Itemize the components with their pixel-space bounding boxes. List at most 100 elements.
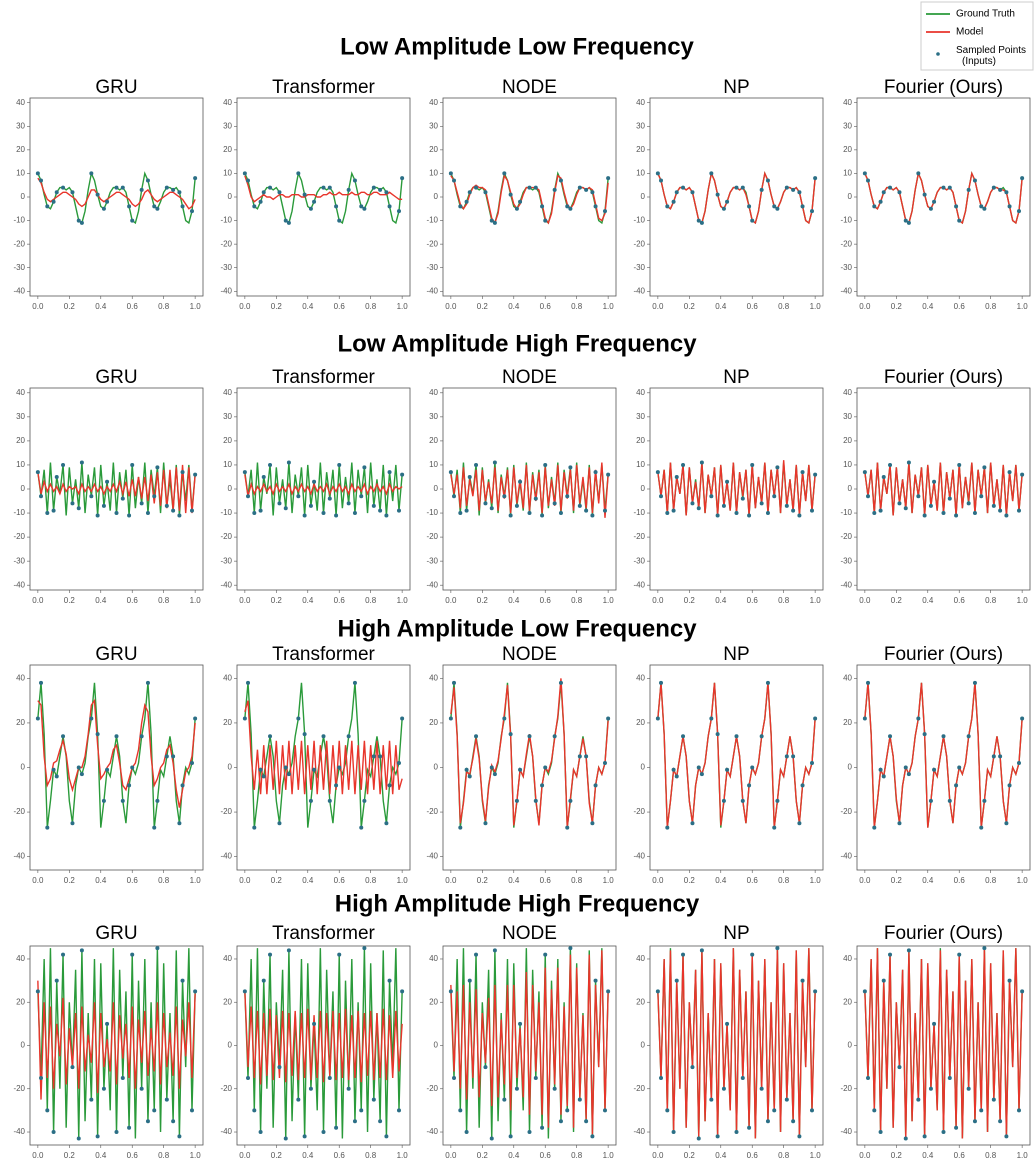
sampled-point (797, 190, 802, 195)
row-title: Low Amplitude Low Frequency (340, 33, 694, 60)
y-tick-label: -20 (426, 239, 438, 248)
y-tick-label: 0 (21, 192, 26, 201)
y-tick-label: -40 (13, 1127, 25, 1136)
sampled-point (286, 460, 291, 465)
x-tick-label: 0.4 (508, 302, 520, 311)
sampled-point (747, 1125, 752, 1130)
x-tick-label: 1.0 (810, 596, 822, 605)
y-tick-label: -20 (220, 532, 232, 541)
sampled-point (721, 503, 726, 508)
x-tick-label: 0.4 (922, 876, 934, 885)
sampled-point (352, 178, 357, 183)
x-tick-label: 0.6 (747, 876, 759, 885)
x-tick-label: 0.0 (652, 302, 664, 311)
sampled-point (813, 472, 818, 477)
sampled-point (1020, 716, 1025, 721)
sampled-point (655, 171, 660, 176)
sampled-point (114, 511, 119, 516)
model-line (244, 474, 403, 497)
sampled-point (947, 798, 952, 803)
sampled-point (709, 171, 714, 176)
y-tick-label: 40 (636, 673, 645, 682)
y-tick-label: 0 (641, 763, 646, 772)
sampled-point (337, 952, 342, 957)
y-tick-label: 40 (223, 388, 232, 397)
sampled-point (492, 948, 497, 953)
sampled-point (659, 1075, 664, 1080)
panel-title: Transformer (272, 77, 375, 98)
x-tick-label: 0.4 (302, 876, 314, 885)
sampled-point (1016, 209, 1021, 214)
sampled-point (114, 185, 119, 190)
model-line (244, 991, 403, 1085)
row-title: High Amplitude Low Frequency (337, 615, 697, 642)
sampled-point (400, 989, 405, 994)
x-tick-label: 0.2 (891, 596, 903, 605)
y-tick-label: 0 (641, 1041, 646, 1050)
sampled-point (606, 716, 611, 721)
sampled-point (568, 465, 573, 470)
sampled-point (715, 513, 720, 518)
sampled-point (302, 192, 307, 197)
x-tick-label: 0.4 (922, 1151, 934, 1160)
x-tick-label: 0.0 (239, 302, 251, 311)
sampled-point (518, 1021, 523, 1026)
sampled-point (747, 513, 752, 518)
x-tick-label: 0.4 (715, 876, 727, 885)
sampled-point (1016, 761, 1021, 766)
sampled-point (45, 825, 50, 830)
sampled-point (696, 506, 701, 511)
sampled-point (606, 989, 611, 994)
sampled-point (747, 204, 752, 209)
y-tick-label: -40 (633, 286, 645, 295)
sampled-point (568, 206, 573, 211)
x-tick-label: 0.0 (859, 876, 871, 885)
sampled-point (878, 199, 883, 204)
sampled-point (489, 218, 494, 223)
sampled-point (514, 798, 519, 803)
x-tick-label: 0.0 (445, 302, 457, 311)
y-tick-label: -10 (13, 508, 25, 517)
sampled-point (458, 511, 463, 516)
y-tick-label: -20 (840, 532, 852, 541)
x-tick-label: 1.0 (190, 596, 202, 605)
panel: Transformer -40 -20 0 20 40 0.0 0.2 0.4 0.6 0.8 1.0 (220, 644, 411, 885)
y-tick-label: -40 (220, 580, 232, 589)
x-tick-label: 0.4 (302, 302, 314, 311)
x-tick-label: 0.8 (778, 876, 790, 885)
panel-title: Transformer (272, 644, 375, 665)
plot-frame (442, 97, 617, 297)
sampled-point (258, 199, 263, 204)
sampled-point (35, 989, 40, 994)
sampled-point (527, 734, 532, 739)
sampled-point (665, 1108, 670, 1113)
sampled-point (378, 1119, 383, 1124)
x-tick-label: 0.4 (715, 596, 727, 605)
sampled-point (759, 501, 764, 506)
sampled-point (308, 1086, 313, 1091)
sampled-point (791, 754, 796, 759)
sampled-point (655, 470, 660, 475)
sampled-point (89, 171, 94, 176)
legend-label: Sampled Points (Inputs) (956, 45, 1026, 67)
sampled-point (800, 978, 805, 983)
sampled-point (518, 479, 523, 484)
sampled-point (448, 470, 453, 475)
x-tick-label: 0.2 (891, 302, 903, 311)
sampled-point (384, 190, 389, 195)
sampled-point (866, 1075, 871, 1080)
sampled-point (400, 472, 405, 477)
sampled-point (483, 821, 488, 826)
y-tick-label: 0 (848, 763, 853, 772)
y-tick-label: 30 (16, 121, 25, 130)
sampled-point (400, 176, 405, 181)
sampled-point (690, 821, 695, 826)
x-tick-label: 0.2 (271, 1151, 283, 1160)
y-tick-label: 30 (636, 412, 645, 421)
sampled-point (371, 754, 376, 759)
y-tick-label: -20 (13, 532, 25, 541)
sampled-point (671, 767, 676, 772)
sampled-point (1007, 204, 1012, 209)
sampled-point (881, 474, 886, 479)
panel: GRU -40 -20 0 20 40 0.0 0.2 0.4 0.6 0.8 1.0 (13, 644, 204, 885)
